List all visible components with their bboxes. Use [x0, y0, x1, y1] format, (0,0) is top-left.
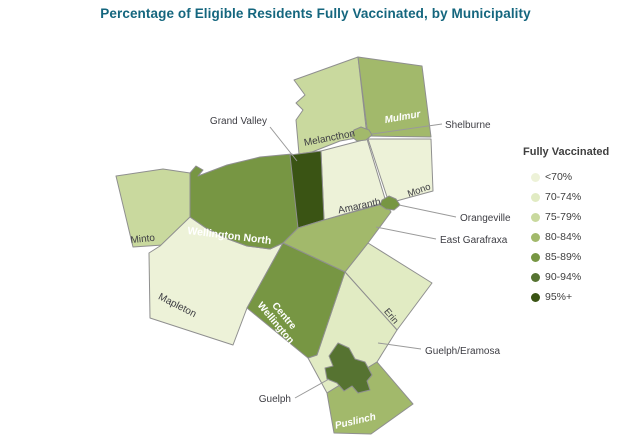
callout-label-east-garafraxa: East Garafraxa: [440, 235, 508, 246]
legend-item-85-89[interactable]: 85-89%: [521, 247, 629, 267]
page-title: Percentage of Eligible Residents Fully V…: [100, 6, 531, 21]
region-mulmur[interactable]: [357, 56, 432, 138]
legend-item-90-94[interactable]: 90-94%: [521, 267, 629, 287]
callout-line-orangeville: [398, 204, 457, 218]
legend-item-label: 95%+: [545, 291, 573, 303]
callout-label-orangeville: Orangeville: [460, 213, 511, 224]
legend-swatch-icon: [531, 272, 540, 282]
callout-line-grand-valley: [269, 126, 298, 162]
region-centre-wellington[interactable]: [246, 242, 346, 359]
callout-line-east-garafraxa: [375, 226, 437, 240]
callout-label-guelph-eramosa: Guelph/Eramosa: [425, 346, 500, 357]
region-shelburne[interactable]: [350, 126, 373, 142]
callout-label-grand-valley: Grand Valley: [210, 116, 267, 127]
legend-swatch-icon: [531, 252, 540, 262]
callout-label-shelburne: Shelburne: [445, 120, 491, 131]
legend-item-label: 85-89%: [545, 251, 582, 263]
legend: Fully Vaccinated <70% 70-74% 75-79% 80-84% 8…: [521, 146, 629, 307]
legend-title: Fully Vaccinated: [523, 146, 610, 158]
legend-item-label: <70%: [545, 171, 573, 183]
callout-label-guelph: Guelph: [259, 394, 291, 405]
legend-item-75-79[interactable]: 75-79%: [521, 207, 629, 227]
legend-item-label: 80-84%: [545, 231, 582, 243]
legend-swatch-icon: [531, 232, 540, 242]
callout-line-shelburne: [371, 123, 443, 135]
region-mono[interactable]: [367, 138, 434, 204]
legend-item-label: 90-94%: [545, 271, 582, 283]
region-orangeville[interactable]: [379, 195, 401, 211]
legend-swatch-icon: [531, 192, 540, 202]
callout-line-guelph: [294, 378, 330, 399]
legend-item-70[interactable]: <70%: [521, 167, 629, 187]
region-label-minto: Minto: [130, 233, 156, 247]
callout-line-guelph-eramosa: [377, 342, 422, 350]
legend-item-label: 70-74%: [545, 191, 582, 203]
legend-swatch-icon: [531, 172, 540, 182]
region-guelph[interactable]: [324, 342, 373, 394]
legend-item-80-84[interactable]: 80-84%: [521, 227, 629, 247]
legend-swatch-icon: [531, 292, 540, 302]
legend-swatch-icon: [531, 212, 540, 222]
legend-items: <70% 70-74% 75-79% 80-84% 85-89% 90-94% 95%+: [521, 167, 629, 307]
legend-item-label: 75-79%: [545, 211, 582, 223]
legend-item-70-74[interactable]: 70-74%: [521, 187, 629, 207]
legend-item-95[interactable]: 95%+: [521, 287, 629, 307]
